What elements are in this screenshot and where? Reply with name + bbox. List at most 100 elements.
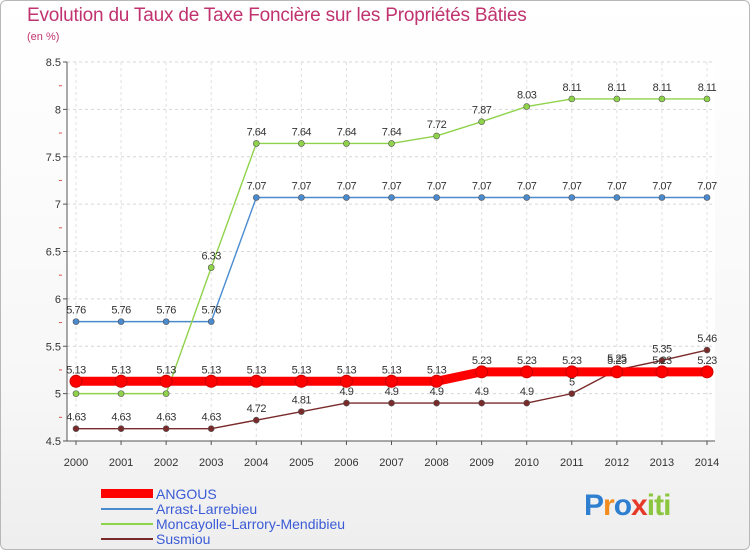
legend-label-moncayolle: Moncayolle-Larrory-Mendibieu bbox=[156, 515, 346, 532]
y-tick-label: 8.5 bbox=[46, 57, 61, 69]
data-point-angous bbox=[700, 365, 714, 379]
data-label-arrast-larrebieu: 7.07 bbox=[562, 180, 582, 192]
data-point-susmiou bbox=[117, 425, 125, 432]
data-label-susmiou: 4.9 bbox=[340, 386, 354, 398]
data-point-susmiou bbox=[207, 425, 215, 432]
data-label-susmiou: 4.63 bbox=[66, 412, 86, 424]
data-point-moncayolle-larrory-mendibieu bbox=[658, 95, 666, 103]
data-label-arrast-larrebieu: 7.07 bbox=[697, 180, 717, 192]
y-tick-label: 6.5 bbox=[46, 247, 61, 259]
data-label-angous: 5.13 bbox=[337, 364, 357, 376]
data-label-moncayolle-larrory-mendibieu: 7.64 bbox=[292, 126, 312, 138]
y-tick-label: 6 bbox=[55, 294, 61, 306]
data-point-angous bbox=[114, 374, 128, 388]
legend-item-moncayolle[interactable]: Moncayolle-Larrory-Mendibieu bbox=[101, 516, 345, 531]
legend-item-susmiou[interactable]: Susmiou bbox=[101, 531, 345, 546]
data-label-angous: 5.23 bbox=[652, 355, 672, 367]
x-tick-label: 2004 bbox=[244, 457, 268, 469]
data-point-arrast-larrebieu bbox=[568, 194, 576, 201]
data-point-angous bbox=[610, 365, 624, 379]
legend-swatch-angous bbox=[101, 489, 153, 498]
x-tick-label: 2007 bbox=[379, 457, 403, 469]
data-point-arrast-larrebieu bbox=[523, 194, 531, 201]
data-label-angous: 5.13 bbox=[66, 364, 86, 376]
x-tick-label: 2011 bbox=[560, 457, 584, 469]
legend-label-susmiou: Susmiou bbox=[156, 530, 211, 547]
data-point-susmiou bbox=[298, 408, 305, 415]
y-tick-label: 4.5 bbox=[46, 436, 61, 448]
data-point-arrast-larrebieu bbox=[343, 194, 350, 201]
data-label-susmiou: 5.46 bbox=[697, 333, 717, 345]
data-label-angous: 5.23 bbox=[562, 355, 582, 367]
data-point-moncayolle-larrory-mendibieu bbox=[523, 103, 531, 110]
x-tick-label: 2013 bbox=[650, 457, 674, 469]
data-point-moncayolle-larrory-mendibieu bbox=[703, 95, 711, 103]
data-point-susmiou bbox=[433, 399, 440, 407]
data-point-angous bbox=[520, 365, 534, 379]
data-label-arrast-larrebieu: 7.07 bbox=[427, 180, 447, 192]
logo-letter: r bbox=[603, 489, 615, 522]
data-label-susmiou: 4.72 bbox=[247, 403, 267, 415]
data-label-susmiou: 5 bbox=[569, 377, 575, 389]
data-point-susmiou bbox=[703, 346, 711, 354]
logo-letter: P bbox=[584, 489, 604, 522]
data-point-angous bbox=[69, 374, 83, 388]
data-label-arrast-larrebieu: 5.76 bbox=[202, 305, 222, 317]
data-label-moncayolle-larrory-mendibieu: 7.72 bbox=[427, 119, 447, 131]
logo-letter: t bbox=[654, 489, 664, 522]
data-label-arrast-larrebieu: 7.07 bbox=[292, 180, 312, 192]
legend-item-arrast-larrebieu[interactable]: Arrast-Larrebieu bbox=[101, 501, 345, 516]
data-point-moncayolle-larrory-mendibieu bbox=[568, 95, 576, 103]
data-point-moncayolle-larrory-mendibieu bbox=[72, 390, 80, 397]
data-label-arrast-larrebieu: 7.07 bbox=[337, 180, 357, 192]
x-tick-label: 2001 bbox=[109, 457, 133, 469]
data-point-arrast-larrebieu bbox=[298, 194, 305, 201]
data-label-susmiou: 4.63 bbox=[111, 412, 131, 424]
x-tick-label: 2000 bbox=[64, 457, 88, 469]
x-tick-label: 2008 bbox=[424, 457, 448, 469]
data-point-angous bbox=[249, 374, 263, 388]
data-point-moncayolle-larrory-mendibieu bbox=[613, 95, 621, 103]
data-point-arrast-larrebieu bbox=[613, 194, 621, 201]
data-point-susmiou bbox=[72, 425, 80, 432]
data-label-susmiou: 4.9 bbox=[385, 386, 399, 398]
data-point-susmiou bbox=[252, 416, 260, 424]
data-label-angous: 5.13 bbox=[292, 364, 312, 376]
data-label-susmiou: 4.9 bbox=[430, 386, 444, 398]
y-tick-label: 5 bbox=[55, 389, 61, 401]
data-label-susmiou: 4.9 bbox=[475, 386, 489, 398]
data-point-moncayolle-larrory-mendibieu bbox=[433, 132, 440, 140]
data-point-susmiou bbox=[343, 399, 350, 407]
logo-letter: i bbox=[646, 489, 655, 522]
data-point-susmiou bbox=[568, 390, 576, 397]
legend: ANGOUS Arrast-Larrebieu Moncayolle-Larro… bbox=[101, 486, 345, 546]
data-point-angous bbox=[430, 374, 444, 388]
data-point-arrast-larrebieu bbox=[703, 194, 711, 201]
data-label-arrast-larrebieu: 7.07 bbox=[607, 180, 627, 192]
data-label-arrast-larrebieu: 7.07 bbox=[517, 180, 537, 192]
data-label-susmiou: 5.25 bbox=[607, 353, 627, 365]
data-label-angous: 5.23 bbox=[472, 355, 492, 367]
proxiti-logo: Proxiti bbox=[584, 489, 671, 523]
x-tick-label: 2012 bbox=[605, 457, 629, 469]
data-label-angous: 5.13 bbox=[111, 364, 131, 376]
legend-swatch-susmiou bbox=[101, 537, 153, 540]
data-label-moncayolle-larrory-mendibieu: 8.11 bbox=[653, 82, 672, 94]
data-label-susmiou: 4.63 bbox=[156, 412, 176, 424]
data-label-angous: 5.23 bbox=[697, 355, 717, 367]
logo-letter: o bbox=[613, 489, 632, 522]
legend-item-angous[interactable]: ANGOUS bbox=[101, 486, 345, 501]
x-tick-label: 2014 bbox=[695, 457, 719, 469]
data-label-susmiou: 4.9 bbox=[520, 386, 534, 398]
chart-title: Evolution du Taux de Taxe Foncière sur l… bbox=[27, 5, 527, 26]
data-label-angous: 5.13 bbox=[427, 364, 447, 376]
data-point-moncayolle-larrory-mendibieu bbox=[252, 140, 260, 147]
data-label-susmiou: 4.63 bbox=[202, 412, 222, 424]
data-label-arrast-larrebieu: 7.07 bbox=[247, 180, 267, 192]
data-point-arrast-larrebieu bbox=[72, 318, 80, 325]
data-label-moncayolle-larrory-mendibieu: 7.64 bbox=[382, 126, 402, 138]
data-point-angous bbox=[475, 365, 489, 379]
data-point-susmiou bbox=[162, 425, 170, 432]
data-point-angous bbox=[204, 374, 218, 388]
